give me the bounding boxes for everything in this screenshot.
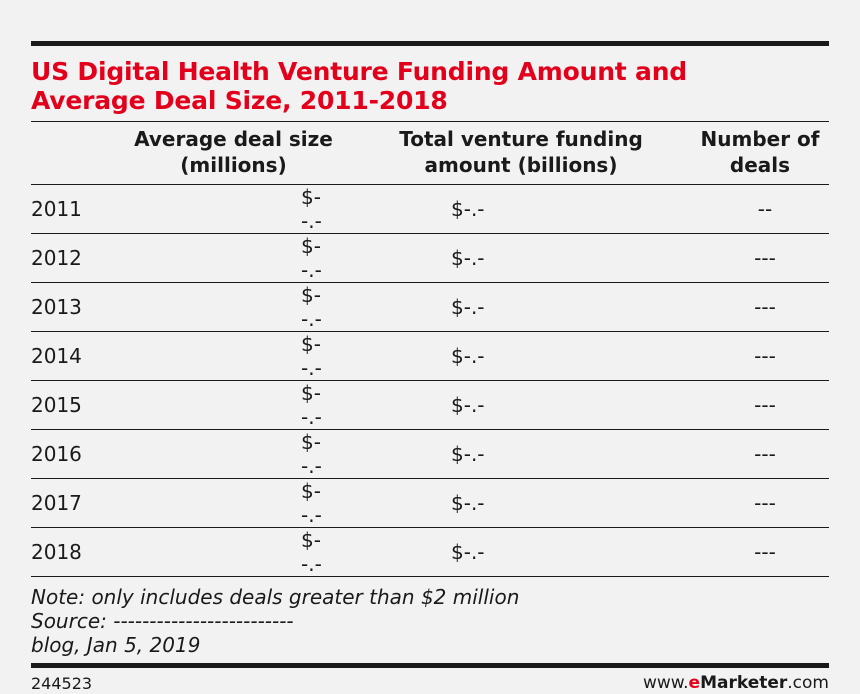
source-date-line: blog, Jan 5, 2019 — [31, 633, 201, 657]
number-of-deals-cell: --- — [691, 429, 829, 479]
chart-notes: Note: only includes deals greater than $… — [31, 585, 829, 657]
year-cell: 2012 — [31, 233, 126, 283]
year-cell: 2015 — [31, 380, 126, 430]
title-rule — [31, 121, 829, 122]
year-cell: 2017 — [31, 478, 126, 528]
chart-title-line-2: Average Deal Size, 2011-2018 — [31, 86, 448, 115]
number-of-deals-cell: --- — [691, 282, 829, 332]
total-funding-cell: $-.- — [341, 233, 691, 283]
number-of-deals-cell: --- — [691, 331, 829, 381]
avg-deal-size-cell: $--.- — [126, 380, 341, 430]
brand-prefix: www. — [642, 673, 689, 693]
table-row: 2017 $--.- $-.- --- — [31, 478, 829, 528]
brand-e: e — [688, 673, 701, 693]
year-cell: 2018 — [31, 527, 126, 577]
year-cell: 2011 — [31, 184, 126, 234]
header-number-of-deals: Number of deals — [691, 122, 829, 185]
year-cell: 2013 — [31, 282, 126, 332]
chart-frame: US Digital Health Venture Funding Amount… — [31, 41, 829, 694]
table-row: 2014 $--.- $-.- --- — [31, 331, 829, 381]
total-funding-cell: $-.- — [341, 184, 691, 234]
number-of-deals-cell: --- — [691, 527, 829, 577]
header-year — [31, 122, 126, 185]
table-row: 2011 $--.- $-.- -- — [31, 184, 829, 234]
brand-name: Marketer — [700, 673, 788, 693]
avg-deal-size-cell: $--.- — [126, 233, 341, 283]
chart-title-line-1: US Digital Health Venture Funding Amount… — [31, 57, 688, 86]
top-rule — [31, 41, 829, 46]
avg-deal-size-cell: $--.- — [126, 282, 341, 332]
header-row: Average deal size (millions) Total ventu… — [31, 122, 829, 185]
avg-deal-size-cell: $--.- — [126, 527, 341, 577]
header-avg-deal-size-line-1: Average deal size — [134, 127, 333, 151]
total-funding-cell: $-.- — [341, 380, 691, 430]
note-line: Note: only includes deals greater than $… — [31, 585, 520, 609]
avg-deal-size-cell: $--.- — [126, 429, 341, 479]
table-row: 2018 $--.- $-.- --- — [31, 527, 829, 577]
emarketer-url: www.eMarketer.com — [643, 673, 829, 693]
number-of-deals-cell: --- — [691, 233, 829, 283]
total-funding-cell: $-.- — [341, 478, 691, 528]
avg-deal-size-cell: $--.- — [126, 331, 341, 381]
number-of-deals-cell: -- — [691, 184, 829, 234]
header-total-funding: Total venture funding amount (billions) — [341, 122, 691, 185]
chart-title: US Digital Health Venture Funding Amount… — [31, 57, 829, 115]
chart-id: 244523 — [31, 674, 93, 693]
header-total-funding-line-1: Total venture funding — [399, 127, 643, 151]
chart-footer: 244523 www.eMarketer.com — [31, 668, 829, 694]
total-funding-cell: $-.- — [341, 527, 691, 577]
year-cell: 2014 — [31, 331, 126, 381]
total-funding-cell: $-.- — [341, 331, 691, 381]
header-avg-deal-size-line-2: (millions) — [180, 153, 287, 177]
header-number-of-deals-line-1: Number of — [700, 127, 820, 151]
data-table: Average deal size (millions) Total ventu… — [31, 122, 829, 577]
source-line: Source: ------------------------- — [31, 609, 294, 633]
number-of-deals-cell: --- — [691, 478, 829, 528]
table-row: 2016 $--.- $-.- --- — [31, 429, 829, 479]
header-avg-deal-size: Average deal size (millions) — [126, 122, 341, 185]
header-total-funding-line-2: amount (billions) — [424, 153, 618, 177]
avg-deal-size-cell: $--.- — [126, 184, 341, 234]
table-row: 2013 $--.- $-.- --- — [31, 282, 829, 332]
brand-suffix: .com — [787, 673, 829, 693]
avg-deal-size-cell: $--.- — [126, 478, 341, 528]
year-cell: 2016 — [31, 429, 126, 479]
table-row: 2012 $--.- $-.- --- — [31, 233, 829, 283]
total-funding-cell: $-.- — [341, 429, 691, 479]
number-of-deals-cell: --- — [691, 380, 829, 430]
total-funding-cell: $-.- — [341, 282, 691, 332]
table-row: 2015 $--.- $-.- --- — [31, 380, 829, 430]
header-number-of-deals-line-2: deals — [729, 153, 791, 177]
